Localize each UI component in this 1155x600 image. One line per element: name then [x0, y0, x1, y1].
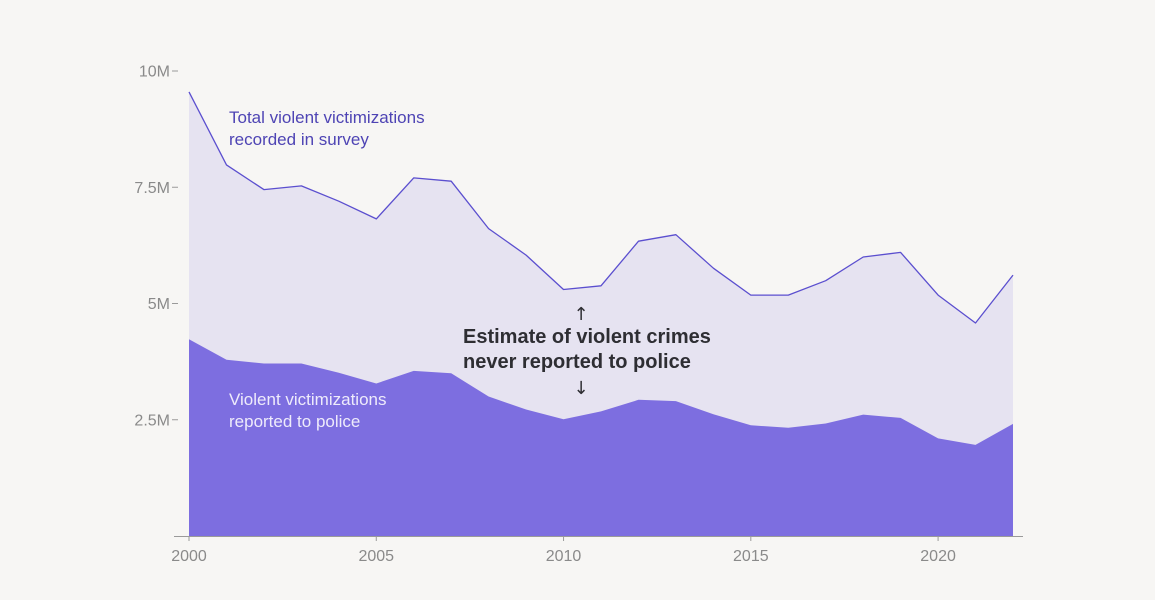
x-tick-label: 2005 [358, 548, 394, 565]
chart-areas [188, 91, 1014, 537]
reported-area [189, 339, 1013, 536]
annotation-arrow-up: ↑ [573, 304, 588, 325]
reported-series-label-line1: Violent victimizations [229, 390, 386, 409]
y-tick-label: 10M [139, 64, 170, 81]
y-axis-ticks: 2.5M 5M 7.5M 10M [134, 64, 178, 429]
annotation-line2: never reported to police [463, 351, 691, 373]
x-tick-label: 2010 [546, 548, 582, 565]
total-series-label-line2: recorded in survey [229, 130, 369, 149]
y-tick-label: 2.5M [134, 412, 170, 429]
y-tick-label: 5M [148, 296, 170, 313]
total-series-label-line1: Total violent victimizations [229, 108, 425, 127]
reported-series-label-line2: reported to police [229, 412, 360, 431]
x-tick-label: 2020 [920, 548, 956, 565]
y-tick-label: 7.5M [134, 180, 170, 197]
annotation-arrow-down: ↓ [573, 378, 588, 399]
annotation-line1: Estimate of violent crimes [463, 326, 711, 348]
x-axis-ticks: 2000 2005 2010 2015 2020 [171, 536, 956, 565]
x-tick-label: 2015 [733, 548, 769, 565]
total-line [188, 91, 1014, 324]
x-tick-label: 2000 [171, 548, 207, 565]
